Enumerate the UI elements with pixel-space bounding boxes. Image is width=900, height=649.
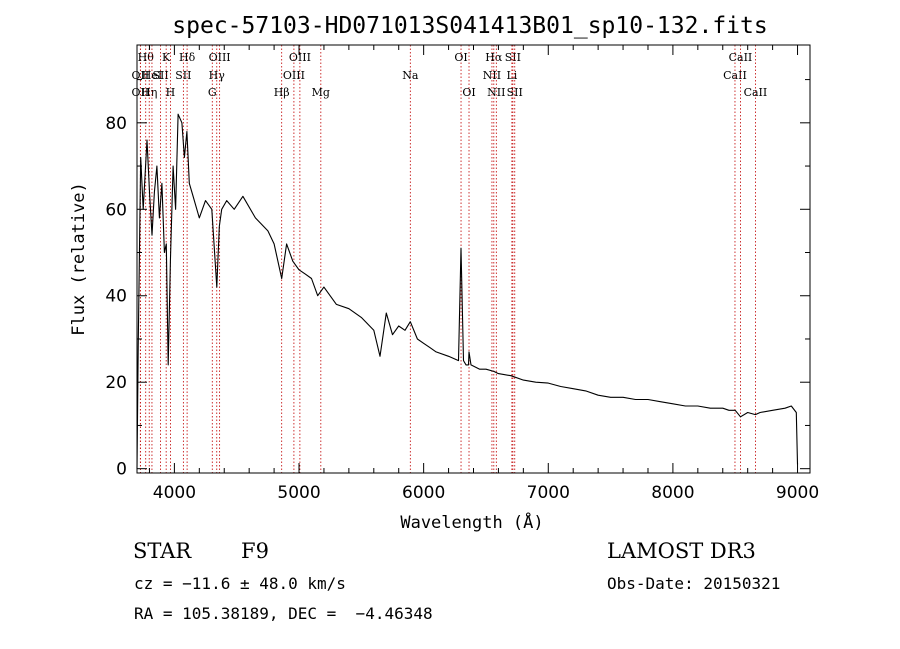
y-tick-label: 0	[116, 460, 127, 480]
line-label: K	[162, 51, 171, 64]
line-label: CaII	[723, 69, 747, 82]
x-tick-label: 5000	[277, 483, 320, 503]
spectrum-line	[136, 113, 799, 469]
line-label: CaII	[744, 86, 768, 99]
axis-ticks: 4000 5000 6000 7000 8000 9000 0 20 40 60 80	[105, 45, 819, 503]
y-tick-label: 80	[105, 114, 127, 134]
line-label: Mg	[312, 86, 330, 99]
y-tick-label: 40	[105, 287, 127, 307]
x-tick-label: 8000	[651, 483, 694, 503]
object-class: STAR	[133, 539, 192, 563]
line-label: SII	[175, 69, 191, 82]
spectral-line-markers: OIIOIIHθHηHeISIIKHHδSIIGHγOIIIHβOIIIOIII…	[132, 45, 768, 473]
line-label: Hθ	[138, 51, 155, 64]
line-label: Hγ	[209, 69, 226, 82]
line-label: OIII	[209, 51, 231, 64]
plot-frame	[136, 44, 811, 474]
line-label: OI	[462, 86, 475, 99]
line-label: Hδ	[179, 51, 196, 64]
line-label: Hβ	[274, 86, 290, 99]
line-label: CaII	[729, 51, 753, 64]
x-tick-label: 6000	[402, 483, 445, 503]
x-tick-label: 7000	[527, 483, 570, 503]
y-tick-label: 60	[105, 200, 127, 220]
chart-title: spec-57103-HD071013S041413B01_sp10-132.f…	[172, 13, 767, 39]
line-label: SII	[152, 69, 168, 82]
line-label: Hα	[485, 51, 503, 64]
y-axis-label: Flux (relative)	[69, 182, 89, 336]
x-axis-label: Wavelength (Å)	[400, 511, 543, 533]
line-label: H	[166, 86, 176, 99]
spectrum-series	[136, 113, 799, 469]
line-label: SII	[505, 51, 521, 64]
line-label: OIII	[289, 51, 311, 64]
coordinates: RA = 105.38189, DEC = −4.46348	[134, 604, 433, 623]
redshift-info: cz = −11.6 ± 48.0 km/s	[134, 574, 346, 593]
line-label: OII	[132, 69, 150, 82]
x-tick-label: 4000	[153, 483, 196, 503]
line-label: G	[208, 86, 217, 99]
line-label: Li	[506, 69, 517, 82]
obs-date: Obs-Date: 20150321	[607, 574, 781, 593]
line-label: OIII	[283, 69, 305, 82]
y-tick-label: 20	[105, 373, 127, 393]
line-label: HeI	[142, 69, 162, 82]
line-label: Hη	[141, 86, 157, 99]
line-label: OI	[454, 51, 467, 64]
object-subclass: F9	[241, 539, 269, 563]
line-label: NII	[483, 69, 501, 82]
line-label: OII	[132, 86, 150, 99]
x-tick-label: 9000	[776, 483, 819, 503]
line-label: SII	[507, 86, 523, 99]
line-label: Na	[402, 69, 419, 82]
line-label: NII	[487, 86, 505, 99]
survey-name: LAMOST DR3	[607, 539, 756, 563]
